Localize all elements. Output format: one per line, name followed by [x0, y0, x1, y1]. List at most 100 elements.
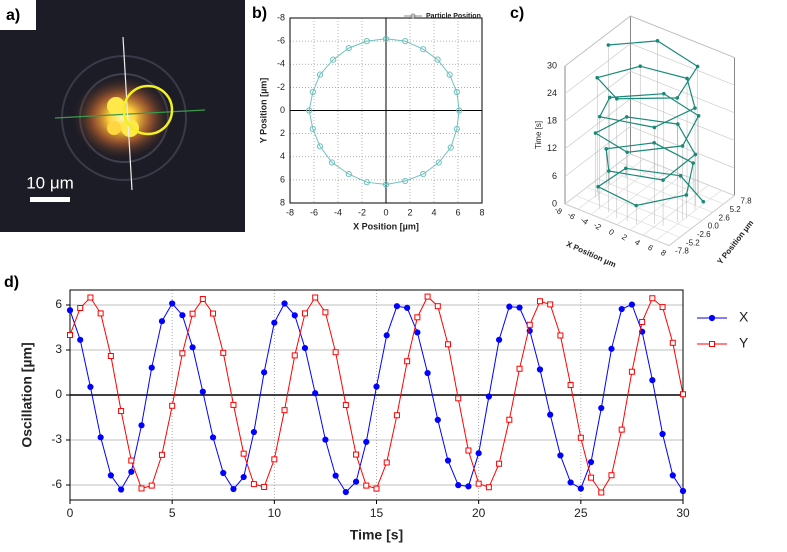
marker	[169, 300, 176, 307]
marker	[420, 170, 427, 178]
x-tick-label: -2	[358, 207, 366, 217]
marker	[557, 332, 564, 339]
marker	[169, 402, 176, 409]
marker	[342, 402, 349, 409]
marker	[693, 152, 698, 157]
grid-line	[630, 43, 735, 86]
x-tick-label: 0	[383, 207, 388, 217]
y-axis-title: Y Position [µm]	[258, 78, 268, 144]
y-tick-label: 6	[280, 174, 285, 184]
x-tick-label: -8	[553, 205, 564, 217]
y-tick-label: -6	[277, 36, 285, 46]
marker	[652, 141, 656, 145]
panel-label: d)	[4, 274, 19, 291]
marker	[402, 177, 409, 185]
marker	[485, 393, 492, 400]
marker	[328, 159, 336, 166]
marker	[230, 401, 237, 408]
x-tick-label: -6	[310, 207, 318, 217]
marker	[678, 173, 683, 178]
x-tick-label: 10	[268, 506, 282, 520]
marker	[148, 482, 155, 489]
marker	[434, 56, 441, 63]
particle-lobe	[107, 97, 125, 115]
y-tick-label: -7.8	[675, 247, 689, 256]
marker	[618, 426, 625, 433]
marker	[618, 305, 625, 313]
marker	[363, 438, 370, 446]
marker	[598, 404, 605, 412]
marker	[595, 75, 600, 80]
y-tick-label: -6	[51, 477, 62, 491]
x-tick-label: 0	[67, 506, 74, 520]
legend-marker	[410, 13, 416, 19]
marker	[655, 39, 660, 43]
legend-label: Particle Position	[426, 13, 481, 20]
marker	[567, 381, 574, 388]
marker	[588, 474, 595, 481]
label-box	[0, 0, 36, 30]
y-tick-label: 5.2	[730, 205, 742, 214]
marker	[330, 56, 337, 63]
marker	[577, 485, 584, 492]
x-tick-label: 6	[455, 207, 460, 217]
marker	[271, 456, 278, 463]
marker	[128, 468, 135, 475]
marker	[87, 294, 94, 301]
marker	[608, 472, 615, 479]
marker	[659, 430, 666, 438]
series-line	[308, 38, 460, 186]
marker	[701, 199, 706, 204]
marker	[250, 481, 257, 488]
marker	[526, 321, 533, 328]
marker	[434, 416, 441, 424]
marker	[444, 457, 452, 464]
z-axis-title: Time [s]	[534, 121, 543, 149]
grid-line	[564, 43, 631, 94]
y-axis-title: Oscillation [µm]	[19, 342, 35, 447]
marker	[465, 447, 472, 454]
marker	[199, 296, 206, 302]
marker	[271, 319, 278, 326]
marker	[649, 295, 656, 302]
marker	[414, 329, 421, 336]
marker	[158, 318, 166, 325]
marker	[516, 304, 523, 311]
marker	[567, 479, 574, 486]
marker	[628, 368, 635, 375]
marker	[506, 416, 513, 423]
marker	[516, 365, 523, 372]
z-tick-label: 6	[552, 171, 557, 181]
marker	[107, 353, 114, 359]
grid-line	[608, 170, 713, 213]
marker	[604, 147, 609, 151]
y-tick-label: -3	[51, 432, 62, 446]
marker	[496, 336, 503, 343]
marker	[420, 46, 427, 53]
marker	[639, 318, 646, 325]
marker	[615, 96, 619, 101]
panel-label: b)	[252, 5, 267, 22]
x-tick-label: 25	[574, 506, 588, 520]
grid-line	[630, 70, 735, 114]
marker	[606, 169, 611, 173]
x-tick-label: 8	[479, 207, 484, 217]
marker	[261, 369, 268, 376]
marker	[475, 450, 482, 457]
marker	[414, 314, 421, 321]
marker	[309, 88, 316, 96]
marker	[138, 422, 145, 429]
marker	[676, 122, 680, 126]
marker	[363, 482, 370, 489]
marker	[455, 482, 462, 489]
marker	[220, 349, 227, 356]
marker	[536, 298, 543, 305]
x-tick-label: -2	[592, 221, 603, 233]
marker	[240, 450, 247, 457]
scale-bar	[30, 197, 70, 202]
image-panel: 10 μm a)	[0, 0, 245, 232]
marker	[435, 159, 442, 166]
marker	[685, 76, 689, 81]
marker	[322, 309, 329, 316]
